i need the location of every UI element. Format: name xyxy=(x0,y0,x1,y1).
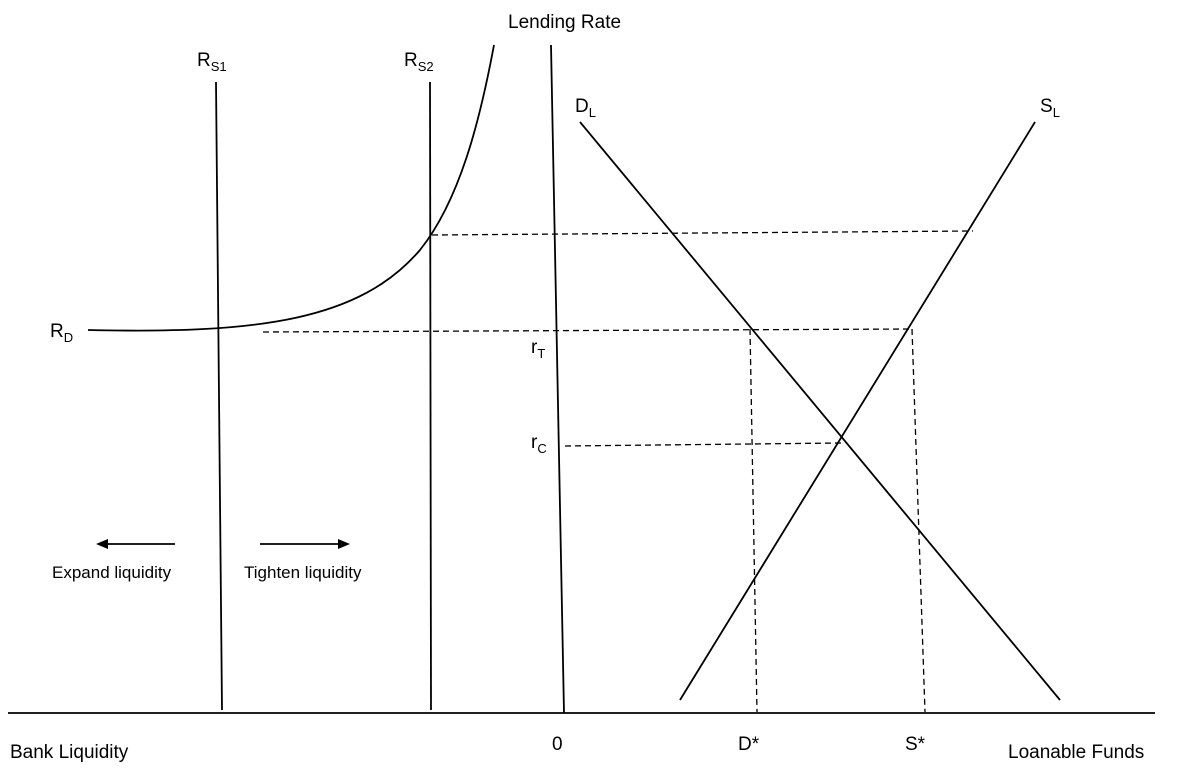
loan-demand-line xyxy=(579,121,1061,701)
loan-supply-line xyxy=(679,121,1036,701)
loanable-funds-label: Loanable Funds xyxy=(1008,742,1144,763)
current-rate-guide xyxy=(564,442,843,447)
reserve-demand-curve xyxy=(87,44,495,332)
s-star-label: S* xyxy=(905,734,926,755)
rd-label: RD xyxy=(50,321,73,345)
sl-label: SL xyxy=(1040,96,1060,120)
dl-label: DL xyxy=(575,96,596,120)
expand-liquidity-label: Expand liquidity xyxy=(52,563,172,582)
rt-label: rT xyxy=(531,337,545,361)
tighten-liquidity-label: Tighten liquidity xyxy=(244,563,362,582)
rs2-line xyxy=(429,81,432,711)
lending-rate-label: Lending Rate xyxy=(508,12,621,33)
d-star-label: D* xyxy=(738,734,760,755)
expand-arrow-head xyxy=(96,539,108,549)
rc-label: rC xyxy=(531,432,547,456)
d-star-guide xyxy=(749,328,758,713)
upper-rate-guide xyxy=(431,230,974,236)
lending-rate-axis xyxy=(550,44,565,714)
tighten-arrow-head xyxy=(338,539,350,549)
rs2-label: RS2 xyxy=(404,50,434,74)
target-rate-guide xyxy=(262,328,913,333)
origin-label: 0 xyxy=(552,734,563,755)
bank-liquidity-label: Bank Liquidity xyxy=(10,742,129,763)
rs1-label: RS1 xyxy=(197,50,227,74)
s-star-guide xyxy=(911,328,926,713)
rs1-line xyxy=(215,81,223,711)
